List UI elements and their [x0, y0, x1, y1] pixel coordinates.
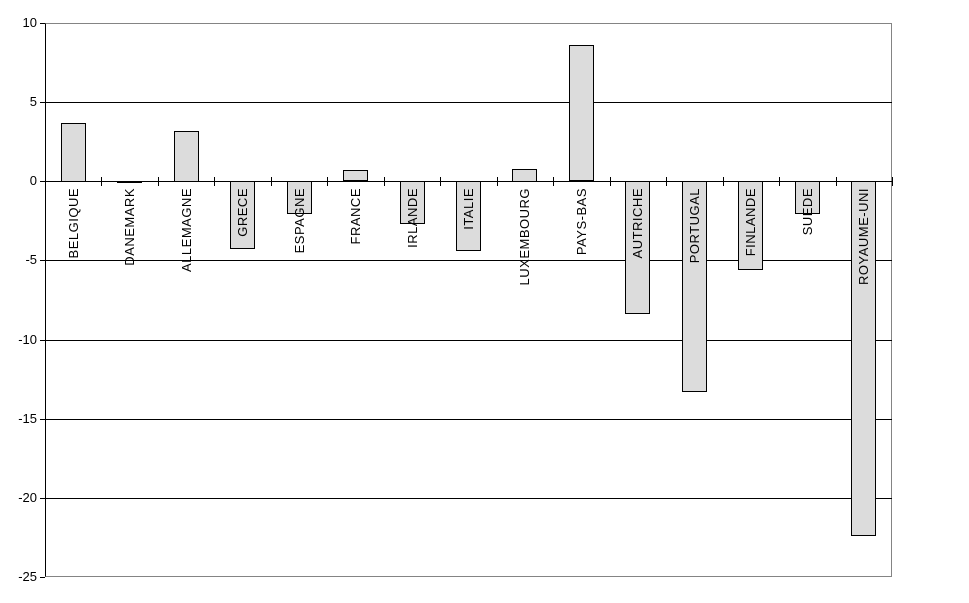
gridline	[46, 498, 892, 499]
category-label-suede: SUEDE	[800, 188, 815, 236]
category-axis-tick	[723, 177, 724, 186]
gridline	[46, 260, 892, 261]
gridline	[46, 102, 892, 103]
y-axis-tick-label: -25	[18, 569, 37, 584]
category-label-irlande: IRLANDE	[405, 188, 420, 248]
y-axis-tick	[40, 498, 45, 499]
bar-portugal	[682, 181, 707, 392]
category-label-portugal: PORTUGAL	[687, 188, 702, 264]
category-label-royaume-uni: ROYAUME-UNI	[856, 188, 871, 285]
category-label-espagne: ESPAGNE	[292, 188, 307, 254]
y-axis-tick-label: 10	[22, 15, 37, 30]
category-label-danemark: DANEMARK	[122, 188, 137, 266]
y-axis-tick-label: -5	[25, 252, 37, 267]
bar-france	[343, 170, 368, 181]
bar-royaume-uni	[851, 181, 876, 536]
bar-irlande	[400, 181, 425, 224]
category-axis-tick	[892, 177, 893, 186]
bar-danemark	[117, 181, 142, 183]
category-axis-tick	[497, 177, 498, 186]
category-label-finlande: FINLANDE	[743, 188, 758, 257]
bar-pays-bas	[569, 45, 594, 181]
plot-area	[45, 23, 892, 577]
category-axis-tick	[384, 177, 385, 186]
bar-grece	[230, 181, 255, 249]
category-label-allemagne: ALLEMAGNE	[179, 188, 194, 272]
y-axis-tick-label: 0	[29, 173, 37, 188]
category-axis-tick	[45, 177, 46, 186]
bar-suede	[795, 181, 820, 214]
y-axis-tick	[40, 181, 45, 182]
y-axis-tick-label: -15	[18, 411, 37, 426]
y-axis-tick	[40, 102, 45, 103]
bar-belgique	[61, 123, 86, 182]
y-axis-tick	[40, 23, 45, 24]
gridline	[46, 419, 892, 420]
category-axis-tick	[553, 177, 554, 186]
category-label-france: FRANCE	[348, 188, 363, 245]
y-axis-tick	[40, 260, 45, 261]
category-axis-tick	[101, 177, 102, 186]
bar-autriche	[625, 181, 650, 314]
y-axis-tick	[40, 577, 45, 578]
bar-italie	[456, 181, 481, 251]
category-axis-tick	[271, 177, 272, 186]
y-axis-tick-label: -10	[18, 332, 37, 347]
category-label-italie: ITALIE	[461, 188, 476, 230]
category-label-grece: GRECE	[235, 188, 250, 237]
category-axis-tick	[214, 177, 215, 186]
category-axis-tick	[610, 177, 611, 186]
category-axis-tick	[836, 177, 837, 186]
y-axis-tick-label: -20	[18, 490, 37, 505]
category-axis-tick	[158, 177, 159, 186]
gridline	[46, 340, 892, 341]
y-axis-tick	[40, 419, 45, 420]
bar-espagne	[287, 181, 312, 214]
category-label-luxembourg: LUXEMBOURG	[517, 188, 532, 286]
category-axis-tick	[666, 177, 667, 186]
category-axis-tick	[779, 177, 780, 186]
category-axis-tick	[440, 177, 441, 186]
y-axis-tick	[40, 340, 45, 341]
category-label-autriche: AUTRICHE	[630, 188, 645, 259]
bar-allemagne	[174, 131, 199, 182]
category-label-pays-bas: PAYS-BAS	[574, 188, 589, 256]
category-label-belgique: BELGIQUE	[66, 188, 81, 259]
y-axis-tick-label: 5	[29, 94, 37, 109]
bar-finlande	[738, 181, 763, 270]
category-axis-tick	[327, 177, 328, 186]
bar-luxembourg	[512, 169, 537, 182]
